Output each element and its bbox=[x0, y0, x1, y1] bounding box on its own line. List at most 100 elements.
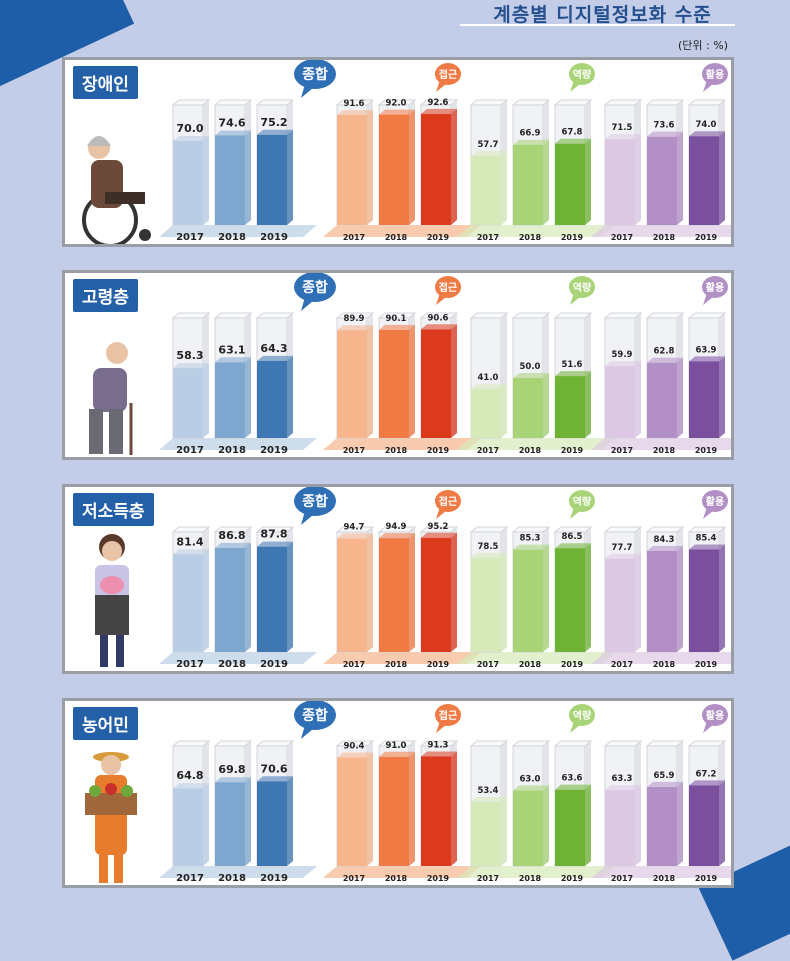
bar-side bbox=[585, 138, 591, 225]
bar-side bbox=[451, 324, 457, 438]
tick-label: 2019 bbox=[427, 660, 450, 669]
bar-tube-top bbox=[511, 99, 551, 106]
vegetable-shape bbox=[89, 785, 101, 797]
panel-3: 저소득층 종합 81.4 2017 86.8 2018 87.8 2019 접근 94.7 2017… bbox=[62, 484, 734, 674]
tick-label: 2019 bbox=[695, 446, 718, 455]
bar-top bbox=[337, 325, 373, 331]
data-label: 81.4 bbox=[176, 535, 203, 548]
bar-tube-top bbox=[553, 312, 593, 319]
bar-top bbox=[555, 371, 591, 377]
bar-top bbox=[337, 533, 373, 539]
bar-tube-top bbox=[213, 312, 253, 319]
bar-overall-2019 bbox=[257, 781, 287, 866]
bar-overall-2017 bbox=[173, 554, 203, 652]
data-label: 58.3 bbox=[176, 349, 203, 362]
bubble-tail bbox=[703, 80, 713, 92]
bar-top bbox=[605, 134, 641, 140]
access-label: 접근 bbox=[439, 496, 457, 508]
bar-top bbox=[605, 361, 641, 367]
bar-tube-top bbox=[335, 312, 375, 319]
bar-usage-2018 bbox=[647, 136, 677, 225]
bar-top bbox=[173, 136, 209, 141]
bar-side bbox=[677, 781, 683, 866]
bubble-tail bbox=[703, 507, 713, 519]
bubble-tail bbox=[436, 507, 446, 519]
bar-usage-2019 bbox=[689, 785, 719, 866]
bar-tube-top bbox=[687, 99, 727, 106]
floor-shadow bbox=[323, 225, 481, 237]
bar-top bbox=[173, 363, 209, 369]
data-label: 67.2 bbox=[696, 769, 717, 779]
bar-top bbox=[215, 777, 251, 783]
bar-access-2018 bbox=[379, 114, 409, 225]
bar-tube-top bbox=[603, 99, 643, 106]
bar-usage-2017 bbox=[605, 366, 635, 438]
group-label: 저소득층 bbox=[73, 493, 154, 526]
floor-shadow bbox=[457, 652, 615, 664]
bar-top bbox=[379, 751, 415, 757]
tick-label: 2019 bbox=[561, 446, 584, 455]
bar-top bbox=[257, 776, 293, 782]
data-label: 91.3 bbox=[428, 740, 449, 750]
bar-usage-2018 bbox=[647, 786, 677, 866]
person-illustration bbox=[85, 752, 137, 883]
bubble-tail bbox=[301, 725, 313, 739]
bar-tube-top bbox=[687, 312, 727, 319]
usage-bubble: 활용 bbox=[702, 490, 728, 519]
tick-label: 2019 bbox=[427, 446, 450, 455]
bar-side bbox=[585, 371, 591, 438]
floor-shadow bbox=[159, 438, 317, 450]
tick-label: 2017 bbox=[611, 660, 633, 669]
title-underline bbox=[460, 24, 735, 26]
bar-overall-2017 bbox=[173, 788, 203, 866]
bar-side bbox=[409, 109, 415, 225]
bar-tube-top bbox=[469, 99, 509, 106]
bar-usage-2017 bbox=[605, 790, 635, 866]
bar-tube-top bbox=[335, 740, 375, 747]
bar-side bbox=[367, 325, 373, 438]
bubble-shape bbox=[702, 63, 728, 85]
data-label: 86.5 bbox=[562, 532, 583, 542]
bar-tube-top bbox=[645, 526, 685, 533]
ability-label: 역량 bbox=[573, 709, 592, 722]
bar-tube-top bbox=[469, 526, 509, 533]
bar-tube-top bbox=[419, 99, 459, 106]
body-shape bbox=[100, 635, 108, 667]
bubble-shape bbox=[435, 704, 461, 726]
head-shape bbox=[106, 342, 128, 364]
tick-label: 2017 bbox=[343, 660, 365, 669]
tick-label: 2017 bbox=[176, 445, 204, 456]
bar-top bbox=[647, 357, 683, 363]
bar-tube-top bbox=[335, 526, 375, 533]
bubble-tail bbox=[436, 293, 446, 305]
bar-overall-2019 bbox=[257, 134, 287, 225]
bar-access-2017 bbox=[337, 115, 367, 225]
bar-tube-top bbox=[377, 740, 417, 747]
tick-label: 2018 bbox=[385, 660, 408, 669]
bar-usage-2018 bbox=[647, 550, 677, 652]
tick-label: 2019 bbox=[695, 660, 718, 669]
bar-top bbox=[257, 355, 293, 361]
bubble-shape bbox=[294, 487, 336, 516]
tick-label: 2018 bbox=[653, 660, 676, 669]
tick-label: 2017 bbox=[176, 659, 204, 670]
bubble-tail bbox=[301, 511, 313, 525]
bar-usage-2019 bbox=[689, 361, 719, 438]
bar-tube-top bbox=[645, 312, 685, 319]
bar-ability-2017 bbox=[471, 388, 501, 438]
data-label: 64.8 bbox=[176, 769, 203, 782]
bar-side bbox=[409, 751, 415, 866]
bar-tube-top bbox=[255, 312, 295, 319]
bar-side bbox=[367, 752, 373, 866]
bubble-tail bbox=[570, 507, 580, 519]
bar-side bbox=[203, 783, 209, 866]
tick-label: 2019 bbox=[260, 232, 288, 243]
floor-shadow bbox=[323, 652, 481, 664]
tick-label: 2018 bbox=[218, 659, 246, 670]
floor-shadow bbox=[591, 866, 731, 878]
bar-tube-top bbox=[335, 99, 375, 106]
tick-label: 2019 bbox=[561, 660, 584, 669]
access-bubble: 접근 bbox=[435, 63, 461, 92]
panel-chart: 종합 81.4 2017 86.8 2018 87.8 2019 접근 94.7 2017 94.9… bbox=[95, 487, 731, 670]
bubble-tail bbox=[703, 721, 713, 733]
